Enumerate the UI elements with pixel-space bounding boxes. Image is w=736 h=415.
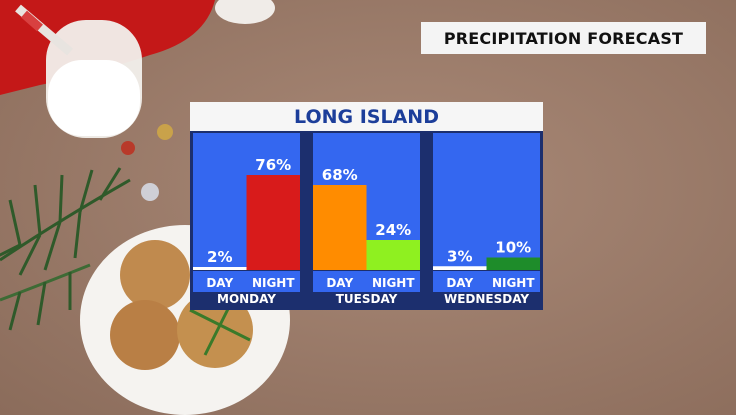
forecast-panel: LONG ISLAND MONDAY 2% DAY 76% NIGHT TUESDAY 68…	[190, 102, 543, 310]
pine-branch-image	[0, 167, 131, 331]
bar-value-label: 2%	[207, 248, 232, 266]
bar-value-label: 10%	[495, 239, 531, 257]
day-name-label: MONDAY	[217, 292, 276, 306]
bar-period-label: NIGHT	[372, 276, 415, 290]
bar-period-label: DAY	[446, 276, 473, 290]
chart-title: LONG ISLAND	[190, 102, 543, 131]
precip-bar	[433, 266, 487, 270]
precip-bar	[486, 257, 540, 270]
bar-period-label: DAY	[326, 276, 353, 290]
precipitation-chart: MONDAY 2% DAY 76% NIGHT TUESDAY 68% DAY 24% NIGHT…	[193, 133, 540, 306]
bar-period-label: DAY	[206, 276, 233, 290]
bar-period-label: NIGHT	[492, 276, 535, 290]
bar-value-label: 3%	[447, 247, 472, 265]
header-title: PRECIPITATION FORECAST	[421, 22, 706, 54]
precip-bar	[313, 185, 367, 270]
milk-bottle-image	[15, 4, 142, 138]
bar-period-label: NIGHT	[252, 276, 295, 290]
precip-bar	[366, 240, 420, 270]
ornament-beads-image	[121, 124, 173, 201]
bar-value-label: 76%	[255, 156, 291, 174]
bar-value-label: 68%	[322, 166, 358, 184]
precip-bar	[246, 175, 300, 270]
day-name-label: WEDNESDAY	[444, 292, 529, 306]
precip-bar	[193, 267, 247, 270]
bar-value-label: 24%	[375, 221, 411, 239]
day-name-label: TUESDAY	[336, 292, 398, 306]
